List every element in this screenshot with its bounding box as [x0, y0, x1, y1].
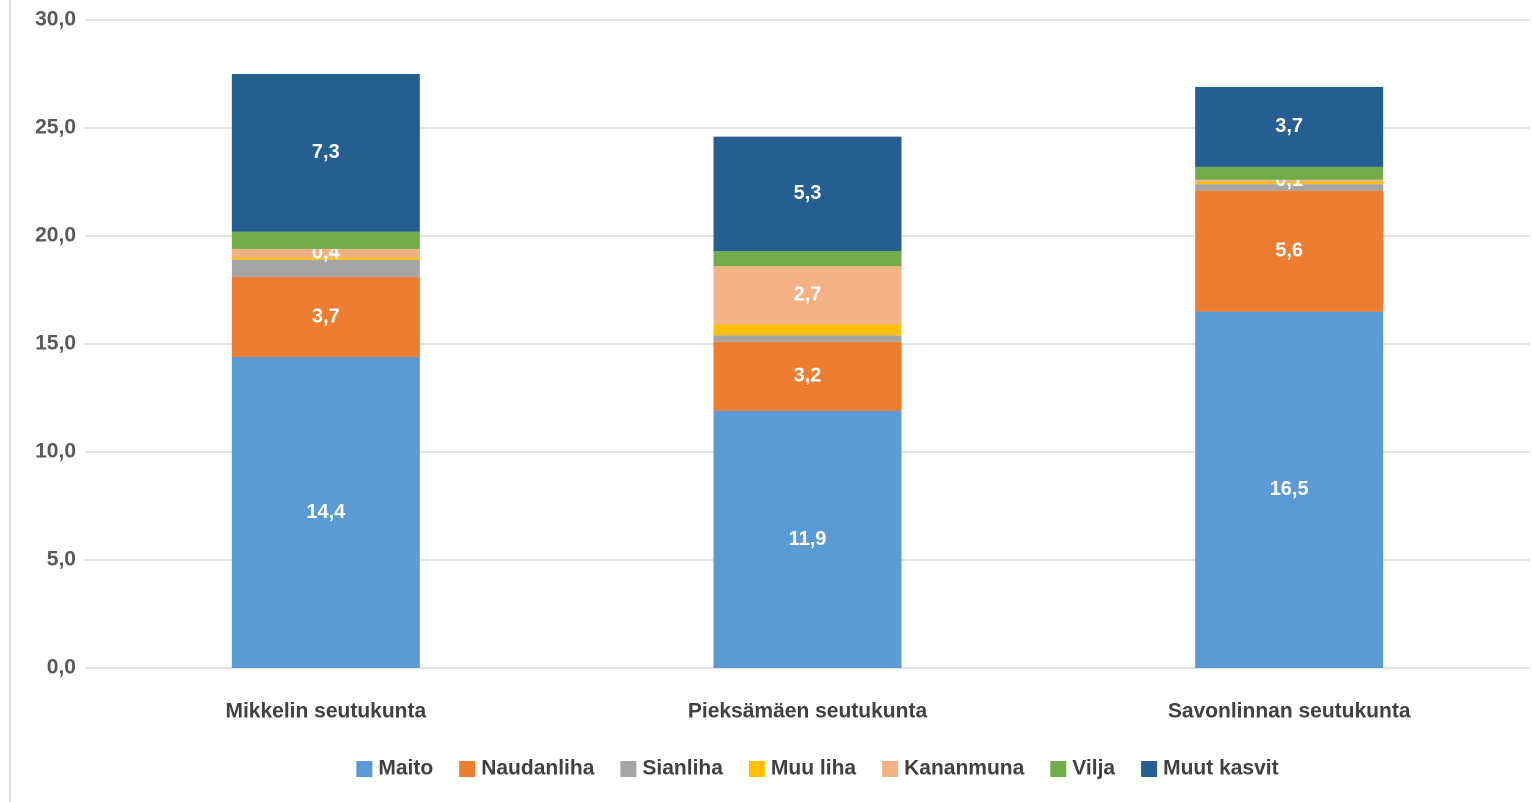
- x-tick-label: Pieksämäen seutukunta: [688, 700, 928, 723]
- legend-swatch: [882, 761, 899, 777]
- x-tick-label: Mikkelin seutukunta: [225, 700, 426, 723]
- y-tick-label: 20,0: [35, 224, 76, 247]
- legend-swatch: [1050, 761, 1067, 777]
- y-tick-label: 15,0: [35, 332, 76, 355]
- bar-segment: [713, 251, 902, 267]
- y-tick-label: 30,0: [35, 8, 76, 31]
- bar-segment: [1195, 179, 1384, 182]
- data-label: 11,9: [789, 528, 827, 550]
- bar-segment: [713, 341, 902, 411]
- legend-label: Muu liha: [771, 757, 856, 780]
- legend-swatch: [459, 761, 476, 777]
- data-label: 14,4: [306, 501, 346, 523]
- data-label: 3,7: [312, 305, 340, 327]
- data-label: 3,2: [794, 365, 822, 387]
- bar-segment: [1195, 311, 1384, 668]
- legend-swatch: [356, 761, 373, 777]
- y-tick-label: 5,0: [47, 548, 76, 571]
- legend-label: Maito: [378, 757, 433, 780]
- bar-segment: [713, 335, 902, 342]
- legend-swatch: [620, 761, 637, 777]
- data-label: 7,3: [312, 141, 340, 163]
- legend-label: Naudanliha: [481, 757, 595, 780]
- legend-label: Vilja: [1072, 757, 1115, 780]
- bar-segment: [1195, 190, 1384, 312]
- bar-segment: [231, 231, 420, 249]
- bar-segment: [1195, 86, 1384, 167]
- bar-segment: [1195, 184, 1384, 191]
- bar-segment: [1195, 166, 1384, 180]
- data-label: 16,5: [1270, 478, 1309, 500]
- bar-segment: [231, 259, 420, 278]
- data-label: 3,7: [1275, 115, 1303, 137]
- bar-segment: [713, 410, 902, 668]
- legend-label: Sianliha: [642, 757, 723, 780]
- legend-swatch: [748, 761, 765, 777]
- y-tick-label: 10,0: [35, 440, 76, 463]
- bar-segment: [1195, 182, 1384, 185]
- legend-label: Muut kasvit: [1163, 757, 1279, 780]
- bar-segment: [713, 324, 902, 336]
- bar-segment: [713, 266, 902, 325]
- data-label: 2,7: [794, 284, 822, 306]
- y-tick-label: 25,0: [35, 116, 76, 139]
- data-label: 5,3: [794, 182, 822, 204]
- data-label: 5,6: [1275, 239, 1303, 261]
- bar-segment: [713, 136, 902, 252]
- bar-segment: [231, 257, 420, 260]
- legend-swatch: [1141, 761, 1158, 777]
- y-tick-label: 0,0: [47, 656, 76, 679]
- bar-segment: [231, 277, 420, 357]
- x-tick-label: Savonlinnan seutukunta: [1168, 700, 1411, 723]
- bar-segment: [231, 356, 420, 668]
- legend-label: Kananmuna: [904, 757, 1025, 780]
- bar-segment: [231, 74, 420, 232]
- bar-segment: [231, 248, 420, 258]
